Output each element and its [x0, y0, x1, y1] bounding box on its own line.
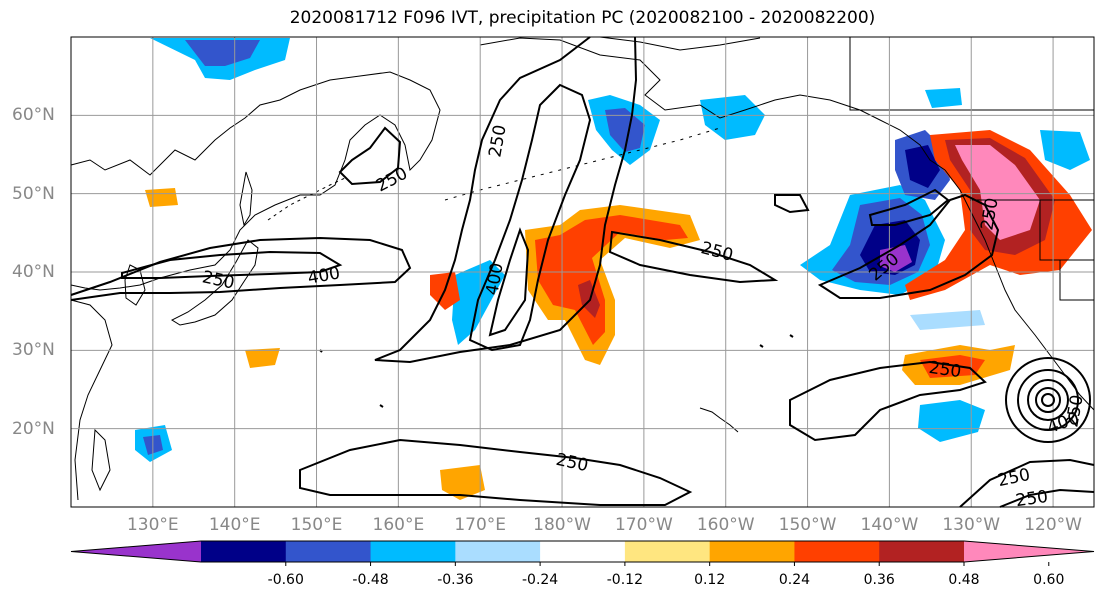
shade-pos-east-sib — [145, 188, 178, 207]
contour-east-250 — [608, 230, 779, 284]
longitude-tick-label: 120°W — [1024, 515, 1082, 535]
longitude-tick-label: 160°E — [372, 515, 425, 535]
latitude-tick-label: 20°N — [12, 418, 55, 439]
contour-label: 250 — [928, 358, 963, 382]
border-canada — [849, 37, 1094, 111]
colorbar-tick-label: -0.12 — [606, 572, 643, 588]
contour-bc-loop — [868, 188, 950, 226]
contour-labels: 250 250 250 400 250 250 400 250 250 250 … — [200, 123, 1087, 511]
colorbar-segment — [794, 541, 880, 562]
coast-hawaii — [699, 407, 739, 433]
coast-aleutians — [444, 127, 721, 201]
contour-kam-250 — [338, 126, 402, 186]
coast-islands — [319, 334, 794, 408]
longitude-tick-label: 150°E — [290, 515, 343, 535]
longitude-tick-label: 170°E — [454, 515, 507, 535]
colorbar-tick-label: -0.48 — [352, 572, 389, 588]
colorbar-segment — [201, 541, 287, 562]
shade-pos-tropics-mid — [920, 355, 985, 378]
shade-pos-pnw-pink — [955, 145, 1040, 240]
latitude-tick-label: 40°N — [12, 262, 55, 282]
colorbar-tick-label: 0.12 — [694, 572, 726, 588]
colorbar-segment — [285, 541, 372, 562]
ivt-contours — [70, 36, 1095, 508]
contour-se-250 — [959, 458, 1095, 508]
coast-china — [70, 299, 113, 501]
colorbar-segment — [455, 541, 541, 562]
colorbar-segment — [370, 541, 456, 562]
contour-central-400 — [468, 83, 592, 352]
contour-se-400 — [999, 488, 1095, 508]
colorbar-tick-label: 0.48 — [948, 572, 980, 588]
coast-alaska-north — [599, 36, 761, 51]
contour-gulf-250 — [817, 193, 1000, 299]
contour-ak-250 — [774, 194, 810, 214]
colorbar — [70, 540, 1095, 566]
map-frame — [70, 36, 1095, 508]
colorbar-extend-high — [964, 541, 1094, 562]
contour-hurricane-600 — [1027, 379, 1069, 421]
colorbar-tick-label: 0.60 — [1033, 572, 1065, 588]
contour-west-400 — [121, 250, 343, 279]
contour-label: 250 — [1014, 487, 1049, 511]
colorbar-extend-low — [71, 541, 201, 562]
latitude-tick-label: 30°N — [12, 340, 55, 361]
colorbar-tick-label: 0.36 — [863, 572, 895, 588]
colorbar-segment — [709, 541, 795, 562]
contour-subtrop-250 — [789, 360, 987, 442]
longitude-tick-label: 130°W — [942, 515, 1001, 535]
contour-south-250 — [299, 438, 693, 506]
contour-west-250 — [70, 236, 412, 301]
shade-neg-mid — [910, 310, 985, 330]
longitude-tick-label: 180°W — [533, 515, 591, 535]
colorbar-segment — [624, 541, 711, 562]
contour-hurricane-250 — [1005, 357, 1091, 443]
colorbar-tick-label: -0.24 — [521, 572, 559, 588]
contour-hurricane-800 — [1035, 387, 1061, 413]
longitude-tick-label: 140°W — [860, 515, 919, 535]
colorbar-outline — [70, 540, 1095, 563]
longitude-tick-label: 130°E — [126, 515, 179, 535]
precipitation-shading — [135, 38, 1092, 500]
coast-asia — [70, 71, 441, 291]
shade-pos-central-mid — [535, 215, 688, 345]
colorbar-segment — [879, 541, 965, 562]
contour-hurricane-400 — [1017, 369, 1079, 431]
colorbar-segment — [540, 541, 626, 562]
colorbar-tick-label: -0.60 — [267, 572, 304, 588]
latitude-tick-label: 50°N — [12, 183, 55, 204]
latitude-tick-label: 60°N — [12, 105, 55, 126]
shade-neg-bering-core — [605, 108, 645, 152]
longitude-tick-label: 160°W — [696, 515, 755, 535]
contour-central-inner — [488, 227, 530, 337]
colorbar-tick-label: -0.36 — [437, 572, 474, 588]
coastlines — [70, 36, 1095, 501]
shade-neg-bc-core — [905, 145, 940, 188]
coast-sakhalin — [239, 171, 253, 227]
longitude-tick-label: 170°W — [614, 515, 673, 535]
contour-hurricane-1000 — [1041, 393, 1055, 407]
shade-neg-canada-n — [925, 88, 962, 108]
shade-neg-bc-interior — [1040, 130, 1090, 170]
longitude-tick-label: 140°E — [208, 515, 261, 535]
longitude-tick-label: 150°W — [778, 515, 837, 535]
map-title: 2020081712 F096 IVT, precipitation PC (2… — [289, 8, 876, 28]
colorbar-tick-label: 0.24 — [778, 572, 811, 588]
coast-japan — [170, 239, 259, 326]
coast-philippines — [91, 428, 111, 492]
shade-neg-hawaii-ne — [918, 400, 985, 442]
coast-alaska — [479, 37, 946, 171]
border-states — [1039, 200, 1094, 301]
shade-pos-south — [440, 465, 485, 500]
shade-neg-okhotsk-core — [185, 40, 260, 66]
shade-pos-japan — [245, 348, 280, 368]
contour-central-250 — [374, 36, 638, 364]
shade-pos-central-core — [578, 280, 600, 318]
